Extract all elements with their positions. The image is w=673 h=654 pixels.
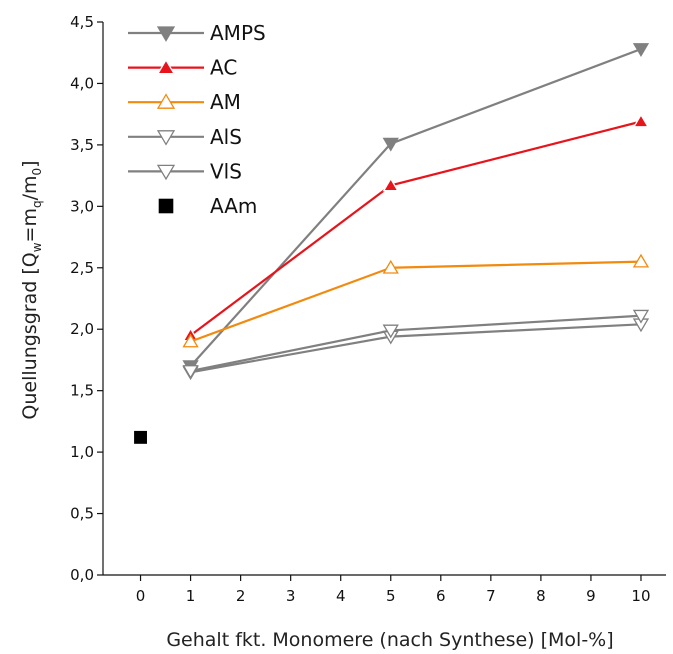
x-tick-label: 6 [436,587,446,605]
x-tick-label: 3 [286,587,296,605]
data-point-ac [632,113,650,128]
legend-item-als: AlS [128,125,242,149]
data-point-am [382,259,399,274]
legend: AMPS AC AM AlS VlS AAm [128,21,266,218]
axes: 0,0 0,5 1,0 1,5 2,0 2,5 3,0 3,5 4,0 4,5 0 1 2 3 4 5 6 7 8 9… [70,13,666,605]
legend-marker-als [156,130,176,146]
legend-label-am: AM [210,90,241,114]
legend-label-als: AlS [210,125,242,149]
x-tick-label: 4 [336,587,346,605]
data-point-amps [632,43,650,57]
data-point-amps [382,137,399,152]
data-point-vls [382,324,399,339]
legend-item-vls: VlS [128,159,242,183]
y-axis-title: Quellungsgrad [Qw=mq/m0] [19,160,44,419]
legend-label-vls: VlS [210,159,242,183]
x-tick-label: 10 [631,587,650,605]
x-tick-label: 9 [586,587,596,605]
y-axis-title-mid2: /m [19,175,41,200]
series-vls [182,309,650,379]
y-tick-label: 3,5 [70,136,94,154]
legend-marker-am [156,93,176,109]
y-tick-label: 4,5 [70,13,94,31]
y-axis-title-main: Quellungsgrad [Q [19,252,41,419]
legend-marker-ac [156,58,176,75]
series-ac [182,113,650,342]
x-axis-title: Gehalt fkt. Monomere (nach Synthese) [Mo… [166,629,613,651]
y-axis-title-sub2: q [30,200,44,208]
legend-label-ac: AC [210,56,237,80]
series-line-amps [189,48,642,367]
data-point-aam [134,430,147,444]
legend-marker-amps [156,26,176,42]
series-line-als [190,323,642,374]
data-point-ac [382,177,399,192]
data-point-vls [632,309,650,324]
legend-item-aam: AAm [158,194,257,218]
legend-marker-aam [158,198,174,214]
series-line-ac [189,120,642,337]
x-tick-label: 7 [486,587,496,605]
x-tick-label: 8 [536,587,546,605]
y-tick-label: 3,0 [70,197,94,215]
y-axis-title-mid1: =m [19,208,41,242]
y-tick-label: 0,0 [70,566,94,584]
y-tick-label: 2,0 [70,320,94,338]
y-axis-title-sub1: w [30,242,44,252]
y-axis-title-end: ] [19,160,41,167]
y-tick-label: 0,5 [70,505,94,523]
y-tick-label: 1,5 [70,382,94,400]
legend-label-amps: AMPS [210,21,266,45]
legend-label-aam: AAm [210,194,257,218]
legend-item-amps: AMPS [128,21,266,45]
series-layer [134,43,650,444]
x-tick-label: 0 [136,587,146,605]
series-aam [134,430,147,444]
y-tick-label: 2,5 [70,259,94,277]
x-tick-label: 2 [236,587,246,605]
y-tick-label: 4,0 [70,74,94,92]
data-point-am [182,333,199,348]
x-tick-label: 1 [186,587,196,605]
legend-item-am: AM [128,90,241,114]
series-am [182,253,650,348]
legend-marker-vls [156,164,176,181]
legend-item-ac: AC [128,56,237,80]
data-point-vls [182,365,199,379]
data-point-am [632,253,650,268]
y-axis-title-sub3: 0 [30,168,44,176]
x-tick-label: 5 [386,587,396,605]
y-tick-label: 1,0 [70,443,94,461]
series-line-vls [190,314,642,373]
